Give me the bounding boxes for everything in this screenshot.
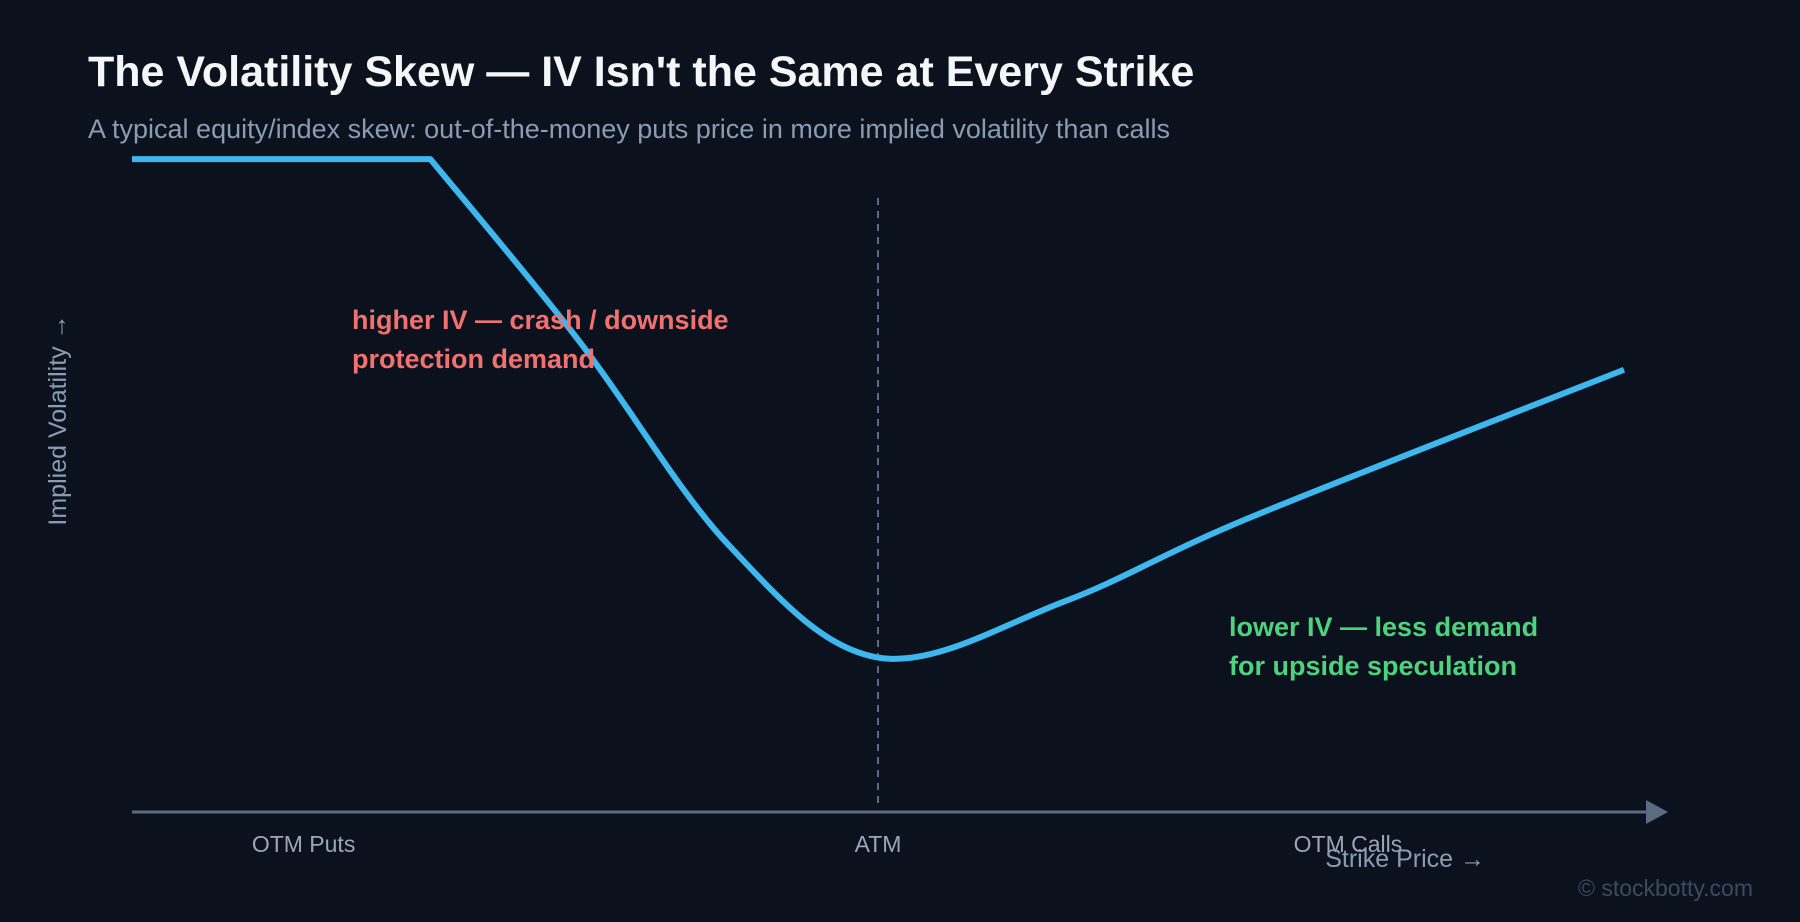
put-annotation-line-2: protection demand: [352, 344, 595, 374]
call-annotation-line-2: for upside speculation: [1229, 651, 1517, 681]
iv-skew-curve: [132, 156, 1626, 662]
x-tick-otm-calls: OTM Calls: [1294, 831, 1403, 857]
page-title: The Volatility Skew — IV Isn't the Same …: [88, 48, 1195, 96]
call-annotation-line-1: lower IV — less demand: [1229, 612, 1538, 642]
page-subtitle: A typical equity/index skew: out-of-the-…: [88, 114, 1170, 144]
x-tick-otm-puts: OTM Puts: [252, 831, 356, 857]
watermark: © stockbotty.com: [1578, 875, 1753, 901]
y-axis-label: Implied Volatility →: [44, 314, 72, 525]
x-axis-arrow: [1646, 800, 1668, 824]
put-annotation-line-1: higher IV — crash / downside: [352, 305, 729, 335]
x-tick-atm: ATM: [855, 831, 902, 857]
x-axis-label: Strike Price →: [1325, 845, 1485, 873]
